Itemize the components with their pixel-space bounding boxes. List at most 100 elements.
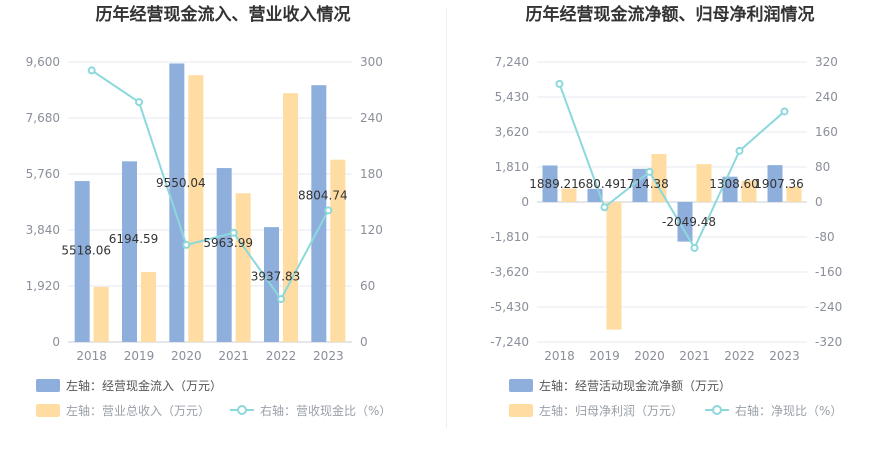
bar-primary[interactable] — [767, 165, 783, 202]
right-axis-tick-label: 0 — [360, 335, 368, 349]
right-axis-tick-label: 320 — [815, 55, 838, 69]
bar-primary[interactable] — [542, 165, 558, 202]
chart-left: 历年经营现金流入、营业收入情况 0 1,920 3,840 5,760 7,680 9,60… — [26, 4, 392, 418]
left-axis-tick-label: 5,430 — [495, 90, 529, 104]
bar-data-label: 5518.06 — [61, 243, 111, 257]
x-axis-tick-label: 2023 — [769, 349, 800, 363]
bar-primary[interactable] — [311, 85, 327, 343]
ratio-point[interactable] — [735, 146, 744, 155]
legend-swatch-marker — [237, 405, 247, 415]
legend-swatch[interactable] — [509, 379, 533, 392]
bar-secondary[interactable] — [561, 188, 577, 202]
chart-title: 历年经营现金流入、营业收入情况 — [96, 4, 351, 25]
ratio-point[interactable] — [182, 240, 191, 249]
right-axis-tick-label: 300 — [360, 55, 383, 69]
bar-secondary[interactable] — [651, 154, 667, 202]
bar-secondary[interactable] — [93, 286, 109, 342]
bar-primary[interactable] — [169, 63, 185, 343]
right-axis-tick-label: 60 — [360, 279, 375, 293]
bar-data-label: 5963.99 — [203, 236, 253, 250]
right-axis-tick-label: -160 — [815, 265, 842, 279]
x-axis-tick-label: 2020 — [634, 349, 665, 363]
bar-data-label: 1714.38 — [619, 177, 669, 191]
ratio-point[interactable] — [690, 243, 699, 252]
x-axis-tick-label: 2021 — [218, 349, 249, 363]
left-axis-tick-label: -5,430 — [490, 300, 529, 314]
bar-secondary[interactable] — [741, 180, 757, 202]
legend-swatch[interactable] — [36, 404, 60, 417]
bar-data-label: -2049.48 — [662, 215, 716, 229]
bar-data-label: 1308.60 — [709, 177, 759, 191]
legend-label[interactable]: 左轴：经营活动现金流净额（万元） — [539, 378, 731, 393]
right-axis-tick-label: 160 — [815, 125, 838, 139]
x-axis-tick-label: 2018 — [76, 349, 107, 363]
right-axis-tick-label: 120 — [360, 223, 383, 237]
legend-label[interactable]: 左轴：营业总收入（万元） — [66, 403, 210, 418]
ratio-point[interactable] — [229, 228, 238, 237]
legend-label[interactable]: 右轴：营收现金比（%） — [260, 403, 391, 418]
panel-divider — [446, 8, 447, 428]
left-axis-tick-label: 1,810 — [495, 160, 529, 174]
bar-data-label: 6194.59 — [109, 232, 159, 246]
left-axis-tick-label: 3,620 — [495, 125, 529, 139]
left-axis-tick-label: -7,240 — [490, 335, 529, 349]
x-axis-tick-label: 2019 — [124, 349, 155, 363]
bar-primary[interactable] — [722, 176, 738, 202]
chart-right: 历年经营现金流净额、归母净利润情况 -7,240 -5,430 -3,620 -1,81… — [490, 4, 842, 418]
ratio-point[interactable] — [780, 107, 789, 116]
bar-primary[interactable] — [122, 161, 137, 342]
bar-secondary[interactable] — [786, 186, 802, 202]
ratio-line — [558, 83, 786, 251]
x-axis-tick-label: 2020 — [171, 349, 202, 363]
left-axis-tick-label: -1,810 — [490, 230, 529, 244]
ratio-point[interactable] — [87, 66, 96, 75]
x-axis-tick-label: 2018 — [544, 349, 575, 363]
bar-data-label: 680.49 — [578, 177, 620, 191]
chart-panel-left: 历年经营现金流入、营业收入情况 0 1,920 3,840 5,760 7,680 9,60… — [0, 0, 446, 458]
x-axis-tick-label: 2019 — [589, 349, 620, 363]
legend-swatch[interactable] — [509, 404, 533, 417]
left-axis-tick-label: 7,240 — [495, 55, 529, 69]
ratio-point[interactable] — [277, 295, 285, 304]
left-axis-tick-label: 7,680 — [26, 111, 60, 125]
bar-primary[interactable] — [677, 202, 693, 242]
x-axis-tick-label: 2023 — [313, 349, 344, 363]
bar-secondary[interactable] — [283, 93, 298, 342]
bar-secondary[interactable] — [330, 159, 346, 342]
bar-data-label: 3937.83 — [251, 270, 301, 284]
legend-label[interactable]: 左轴：经营现金流入（万元） — [66, 378, 222, 393]
ratio-point[interactable] — [555, 79, 564, 88]
bar-secondary[interactable] — [141, 272, 156, 342]
right-axis-tick-label: -240 — [815, 300, 842, 314]
bar-secondary[interactable] — [188, 75, 204, 342]
right-axis-tick-label: 80 — [815, 160, 830, 174]
bar-primary[interactable] — [74, 181, 90, 342]
left-axis-tick-label: -3,620 — [490, 265, 529, 279]
ratio-point[interactable] — [135, 98, 143, 107]
bar-secondary[interactable] — [696, 164, 712, 202]
x-axis-tick-label: 2021 — [679, 349, 710, 363]
left-axis-tick-label: 9,600 — [26, 55, 60, 69]
bar-primary[interactable] — [216, 168, 232, 342]
legend-label[interactable]: 左轴：归母净利润（万元） — [539, 403, 683, 418]
bar-data-label: 1907.36 — [754, 177, 804, 191]
legend-label[interactable]: 右轴：净现比（%） — [735, 403, 842, 418]
x-axis-tick-label: 2022 — [724, 349, 755, 363]
bar-data-label: 1889.21 — [529, 177, 579, 191]
ratio-point[interactable] — [324, 206, 333, 215]
x-axis-tick-label: 2022 — [266, 349, 297, 363]
left-axis-tick-label: 5,760 — [26, 167, 60, 181]
bar-data-label: 8804.74 — [298, 189, 348, 203]
bar-data-label: 9550.04 — [156, 176, 206, 190]
right-axis-tick-label: -320 — [815, 335, 842, 349]
bar-secondary[interactable] — [235, 193, 251, 342]
bar-secondary[interactable] — [606, 202, 622, 330]
right-axis-tick-label: 240 — [360, 111, 383, 125]
right-axis-tick-label: 180 — [360, 167, 383, 181]
legend-swatch[interactable] — [36, 379, 60, 392]
ratio-point[interactable] — [600, 203, 609, 212]
left-axis-tick-label: 1,920 — [26, 279, 60, 293]
ratio-point[interactable] — [645, 167, 654, 176]
right-axis-tick-label: -80 — [815, 230, 835, 244]
legend-swatch-marker — [712, 405, 722, 415]
